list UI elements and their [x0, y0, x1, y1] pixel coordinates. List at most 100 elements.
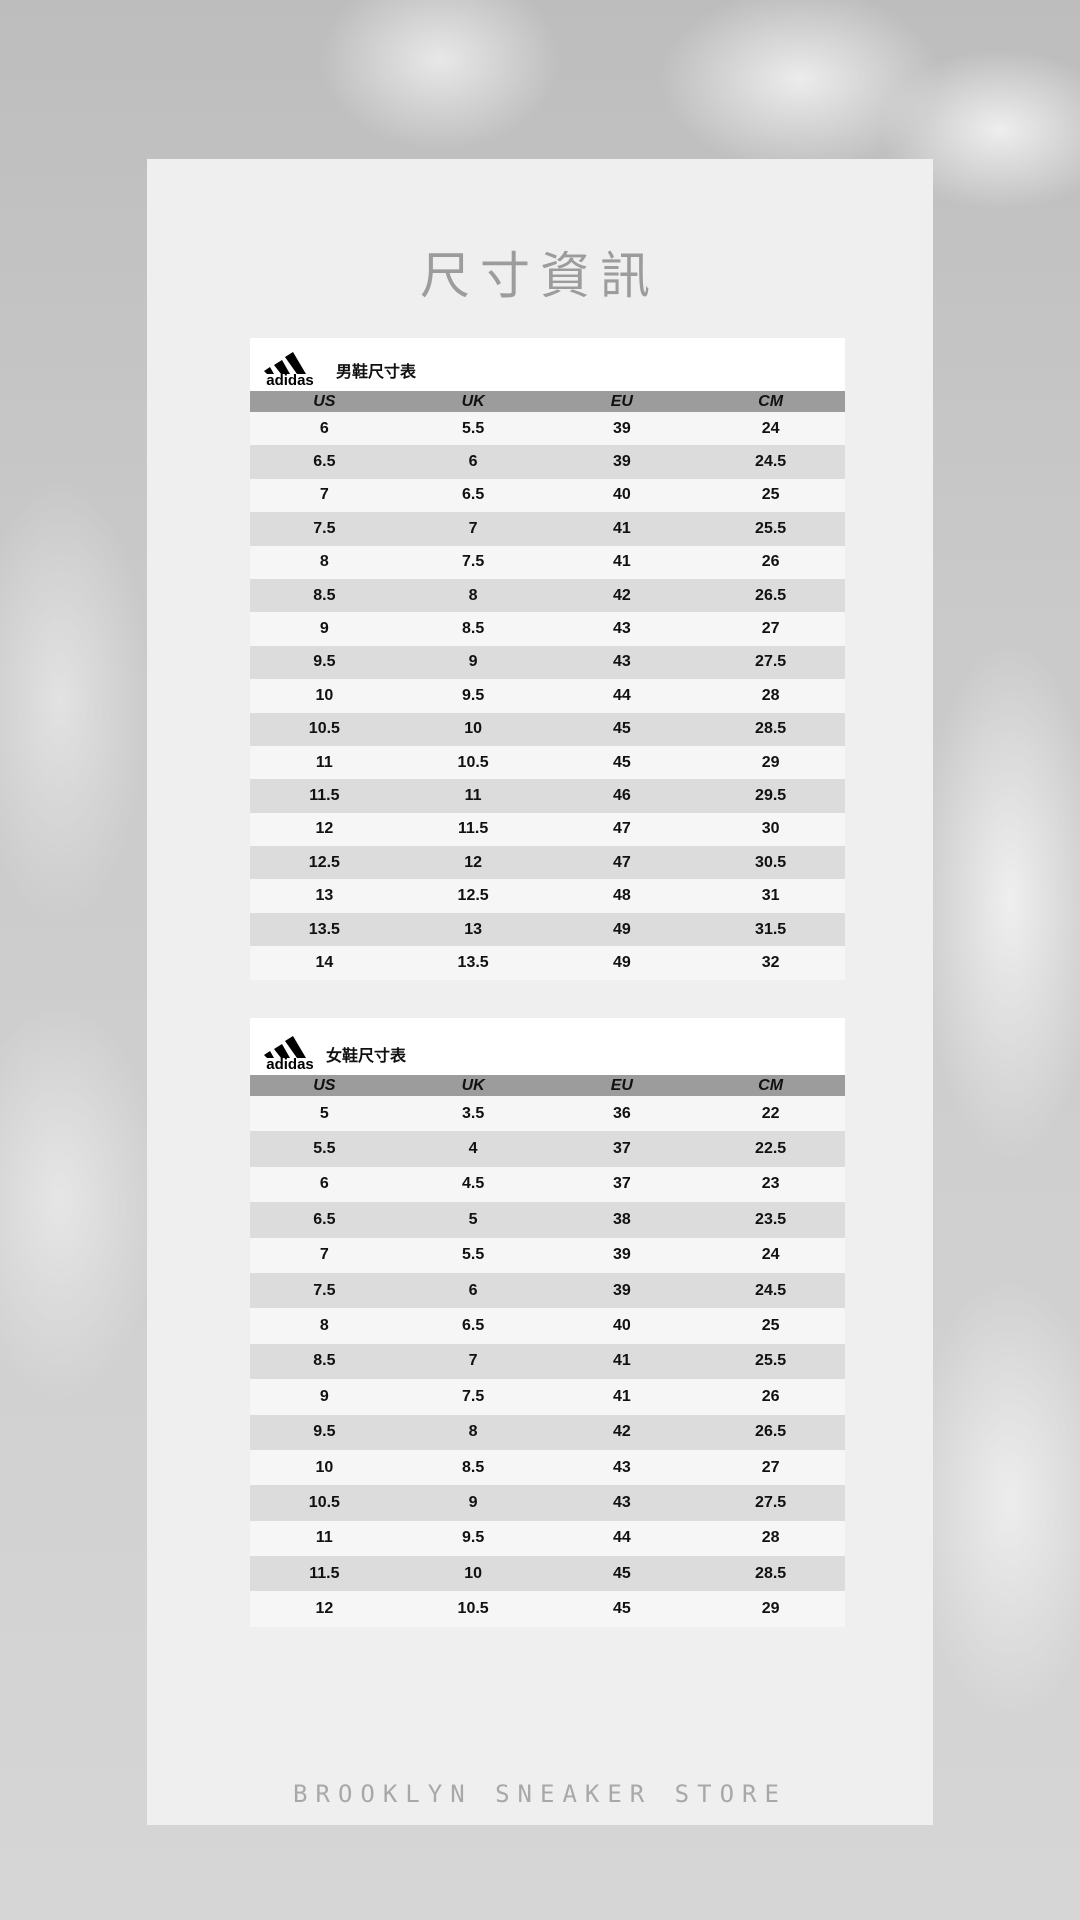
column-header-eu: EU	[610, 1076, 633, 1094]
cell-cm: 23.5	[755, 1210, 787, 1228]
cell-cm: 23	[761, 1175, 780, 1193]
table-row: 6.5 5 38 23.5	[250, 1202, 845, 1238]
cell-cm: 30	[761, 820, 780, 838]
table-header: adidas 女鞋尺寸表	[250, 1018, 845, 1075]
column-header-us: US	[313, 1076, 336, 1094]
cell-us: 8	[319, 1317, 329, 1335]
cell-cm: 28.5	[755, 720, 787, 738]
column-header-cm: CM	[758, 392, 784, 410]
table-row: 11.5 10 45 28.5	[250, 1556, 845, 1592]
cell-us: 11	[315, 1529, 333, 1547]
cell-uk: 8.5	[462, 1458, 485, 1476]
cell-uk: 9.5	[462, 1529, 485, 1547]
cell-uk: 4.5	[462, 1175, 485, 1193]
cell-eu: 49	[612, 953, 631, 971]
cell-cm: 31	[761, 887, 780, 905]
cell-cm: 27	[761, 620, 780, 638]
table-row: 7 5.5 39 24	[250, 1237, 845, 1273]
cell-us: 10	[315, 686, 334, 704]
cell-eu: 37	[612, 1175, 631, 1193]
cell-us: 10.5	[308, 720, 340, 738]
cell-us: 8	[319, 553, 329, 571]
cell-uk: 9	[468, 1493, 478, 1511]
cell-cm: 27.5	[755, 653, 787, 671]
cell-uk: 4	[468, 1140, 478, 1158]
adidas-logo: adidas	[264, 352, 314, 387]
table-row: 14 13.5 49 32	[250, 946, 845, 980]
column-header-uk: UK	[461, 1076, 485, 1094]
table-row: 10 8.5 43 27	[250, 1449, 845, 1486]
svg-text:adidas: adidas	[266, 1056, 314, 1071]
cell-us: 12.5	[308, 853, 340, 871]
table-row: 8 6.5 40 25	[250, 1308, 845, 1344]
cell-eu: 46	[612, 786, 631, 804]
cell-cm: 24	[761, 419, 780, 437]
cell-eu: 43	[612, 1493, 631, 1511]
table-header: adidas 男鞋尺寸表	[250, 338, 845, 391]
cell-eu: 42	[612, 1423, 631, 1441]
table-row: 9 7.5 41 26	[250, 1379, 845, 1415]
table-row: 7 6.5 40 25	[250, 478, 845, 513]
cell-eu: 41	[612, 553, 631, 571]
cell-cm: 24	[761, 1246, 780, 1264]
cell-cm: 28.5	[755, 1564, 787, 1582]
column-header-uk: UK	[461, 392, 485, 410]
table-row: 8.5 8 42 26.5	[250, 578, 845, 613]
cell-uk: 10.5	[457, 753, 489, 771]
cell-uk: 11	[464, 786, 482, 804]
cell-cm: 25	[761, 1317, 780, 1335]
table-row: 13.5 13 49 31.5	[250, 912, 845, 947]
cell-eu: 42	[612, 586, 631, 604]
cell-uk: 7.5	[462, 553, 485, 571]
cell-uk: 10	[464, 720, 483, 738]
cell-uk: 6.5	[462, 1317, 485, 1335]
adidas-logo: adidas	[264, 1036, 314, 1071]
column-header-us: US	[313, 392, 336, 410]
cell-cm: 26.5	[755, 586, 787, 604]
column-header-bar: US UK EU CM	[250, 391, 845, 412]
cell-us: 10	[315, 1458, 334, 1476]
cell-cm: 25	[761, 486, 780, 504]
cell-eu: 39	[612, 453, 631, 471]
cell-us: 9	[319, 620, 329, 638]
men-table-body: 6 5.5 39 24 6.5 6 39 24.5 7 6.5 40 25 7.5 7 41 25.5 8 7.5…	[250, 412, 845, 980]
cell-us: 8.5	[313, 1352, 336, 1370]
cell-us: 5	[319, 1104, 329, 1122]
cell-cm: 27.5	[755, 1493, 787, 1511]
cell-eu: 43	[612, 653, 631, 671]
cell-cm: 24.5	[755, 453, 787, 471]
cell-eu: 45	[612, 1600, 631, 1618]
column-header-eu: EU	[610, 392, 633, 410]
cell-eu: 39	[612, 419, 631, 437]
cell-uk: 7	[468, 1352, 478, 1370]
cell-cm: 25.5	[755, 519, 787, 537]
cell-us: 11.5	[309, 786, 340, 804]
cell-cm: 30.5	[755, 853, 787, 871]
cell-us: 5.5	[313, 1140, 336, 1158]
table-row: 12 10.5 45 29	[250, 1591, 845, 1627]
cell-uk: 13.5	[457, 953, 489, 971]
cell-us: 7	[319, 1246, 329, 1264]
men-size-table: adidas 男鞋尺寸表 US UK EU CM 6 5.5 39 24 6.5 6 39 24.5…	[250, 338, 845, 980]
cell-uk: 5.5	[462, 419, 485, 437]
cell-eu: 44	[612, 1529, 631, 1547]
cell-uk: 13	[464, 920, 483, 938]
table-row: 11 9.5 44 28	[250, 1520, 845, 1557]
cell-cm: 26	[761, 553, 780, 571]
cell-eu: 47	[612, 820, 631, 838]
cell-eu: 45	[612, 720, 631, 738]
column-header-cm: CM	[758, 1076, 784, 1094]
cell-us: 7	[319, 486, 329, 504]
table-row: 12 11.5 47 30	[250, 812, 845, 847]
cell-eu: 41	[612, 1352, 631, 1370]
table-row: 11.5 11 46 29.5	[250, 779, 845, 813]
cell-uk: 6	[468, 1281, 478, 1299]
cell-us: 14	[315, 953, 334, 971]
cell-us: 12	[315, 1600, 334, 1618]
page-title: 尺寸資訊	[420, 247, 660, 305]
cell-us: 7.5	[313, 1281, 336, 1299]
cell-us: 11	[315, 753, 333, 771]
cell-us: 10.5	[308, 1493, 340, 1511]
table-row: 7.5 6 39 24.5	[250, 1272, 845, 1309]
cell-cm: 29.5	[755, 786, 787, 804]
